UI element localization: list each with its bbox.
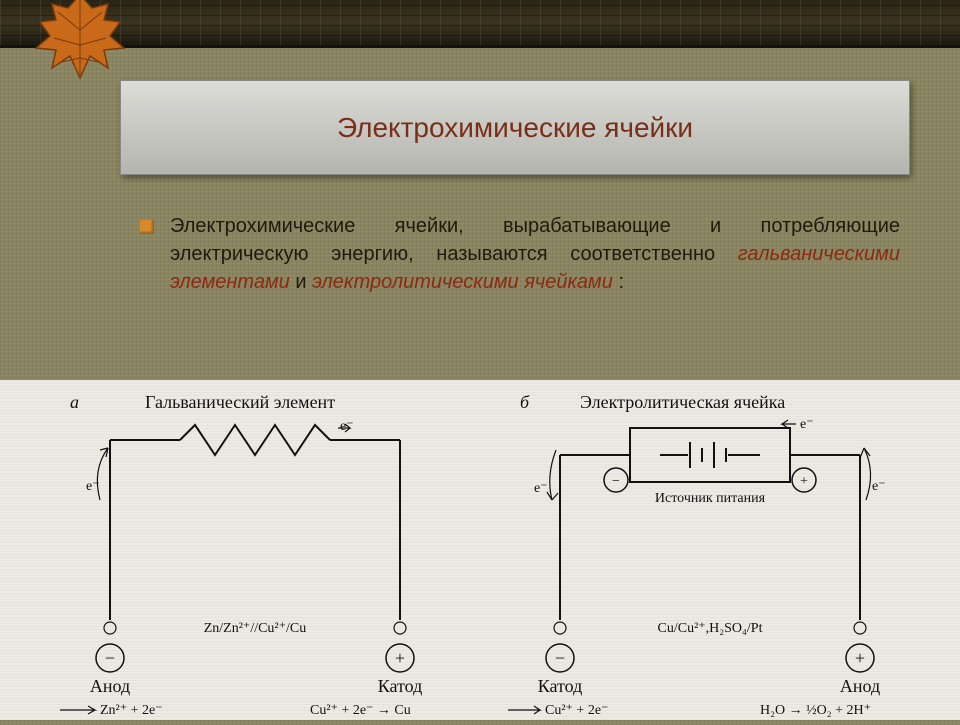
circuit-svg: а Гальванический элемент e⁻ e⁻ − + Анод … bbox=[0, 380, 960, 720]
body-paragraph: Электрохимические ячейки, вырабатывающие… bbox=[170, 212, 900, 296]
anode-r: Анод bbox=[840, 676, 880, 696]
left-cell-notation: Zn/Zn²⁺//Cu²⁺/Cu bbox=[204, 621, 307, 636]
bullet-icon bbox=[140, 220, 154, 234]
plus-l1: + bbox=[395, 648, 405, 668]
cathode-r: Катод bbox=[538, 676, 583, 696]
slide-title: Электрохимические ячейки bbox=[337, 112, 693, 144]
body-em2: электролитическими ячейками bbox=[312, 271, 613, 293]
power-source-label: Источник питания bbox=[655, 491, 766, 506]
minus-r: − bbox=[555, 648, 565, 668]
eq-zn: Zn²⁺ + 2e⁻ bbox=[100, 703, 163, 718]
anode-l: Анод bbox=[90, 676, 130, 696]
eq-h2o: H₂O → ½O₂ + 2H⁺ bbox=[760, 703, 871, 718]
letter-a: а bbox=[70, 392, 79, 412]
e-r2: e⁻ bbox=[872, 479, 886, 494]
eq-cu-red: Cu²⁺ + 2e⁻ → Cu bbox=[310, 703, 411, 718]
cathode-l: Катод bbox=[378, 676, 423, 696]
body-after: : bbox=[618, 271, 624, 293]
e-r1: e⁻ bbox=[534, 481, 548, 496]
circuit-diagram-panel: а Гальванический элемент e⁻ e⁻ − + Анод … bbox=[0, 380, 960, 720]
letter-b: б bbox=[520, 392, 530, 412]
minus-box: − bbox=[612, 474, 620, 489]
body-mid: и bbox=[295, 271, 312, 293]
minus-l1: − bbox=[105, 648, 115, 668]
top-decor-bar bbox=[0, 0, 960, 48]
plus-box: + bbox=[800, 474, 808, 489]
e-left-1: e⁻ bbox=[86, 479, 100, 494]
right-title: Электролитическая ячейка bbox=[580, 392, 785, 412]
plus-r: + bbox=[855, 648, 865, 668]
title-panel: Электрохимические ячейки bbox=[120, 80, 910, 175]
e-left-2: e⁻ bbox=[340, 419, 354, 434]
e-r3: e⁻ bbox=[800, 417, 814, 432]
leaf-decoration bbox=[20, 0, 140, 80]
left-title: Гальванический элемент bbox=[145, 392, 335, 412]
eq-cu-ox: Cu²⁺ + 2e⁻ bbox=[545, 703, 608, 718]
right-cell-notation: Cu/Cu²⁺,H₂SO₄/Pt bbox=[658, 621, 763, 636]
